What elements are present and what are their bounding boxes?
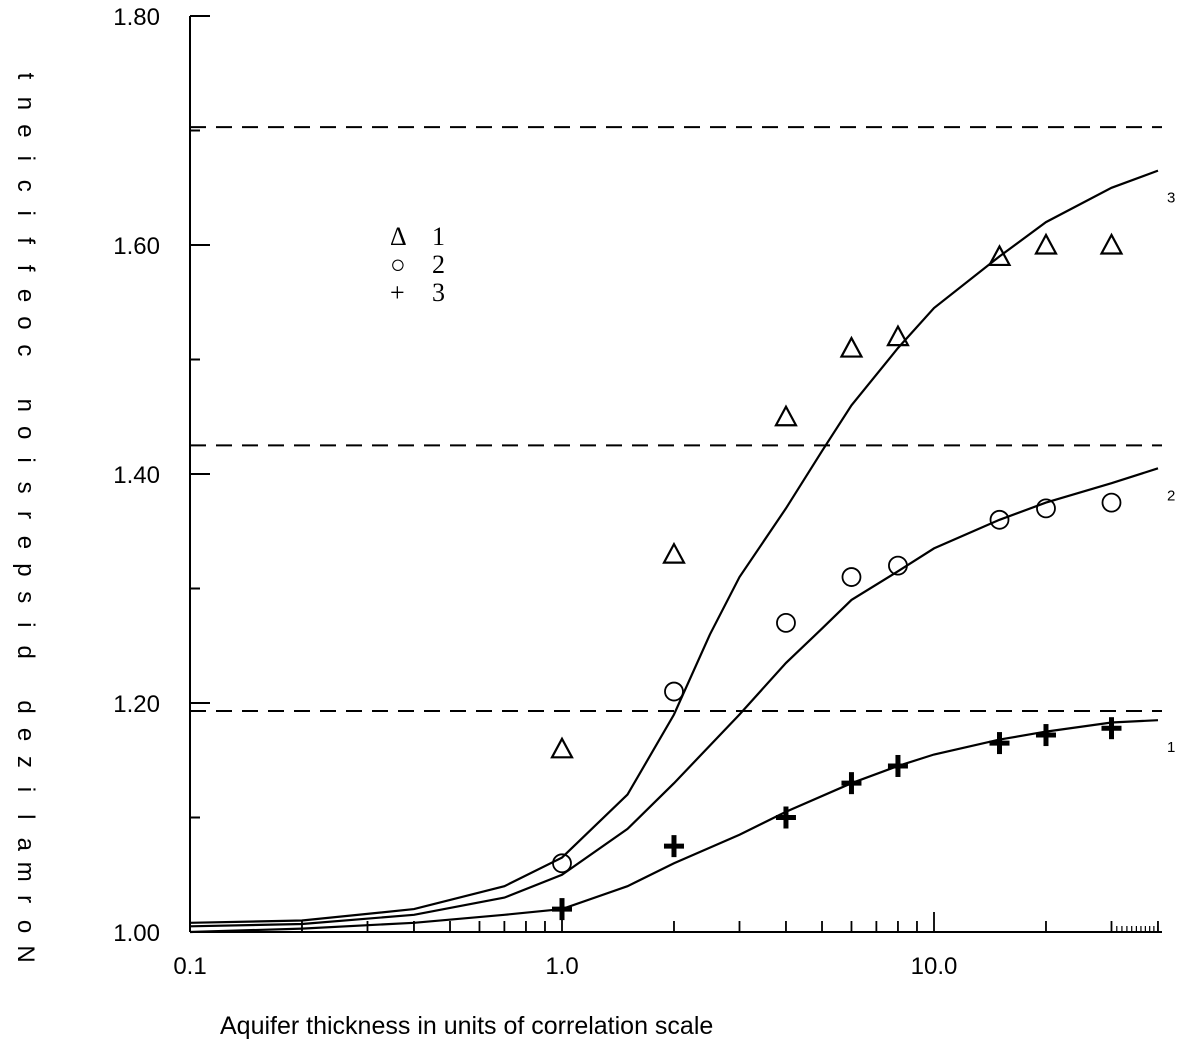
model-curve-3 [189,169,1159,924]
series-1 [550,232,1124,759]
y-axis-title-char: l [12,814,39,819]
triangle-marker [1099,232,1124,255]
triangle-marker [839,335,864,358]
curve-label-1: 1 [1167,739,1175,756]
circle-marker [888,555,908,576]
plus-marker [663,835,684,858]
y-axis-title-char: f [12,265,39,272]
triangle-marker [550,736,574,759]
y-axis-title-char: n [12,97,39,110]
circle-marker [989,509,1010,530]
y-axis-title-char: t [12,73,39,80]
series-2 [552,492,1122,874]
y-axis-title-char: i [12,457,39,462]
y-axis-title-char: n [12,399,39,412]
circle-marker [841,567,862,587]
x-tick-label: 10.0 [911,953,958,980]
y-axis-title-char: e [12,124,39,137]
y-axis-title-char: o [12,426,39,439]
circle-marker [776,612,796,633]
legend-label: 3 [432,278,445,307]
y-axis-title-char: o [12,316,39,329]
y-tick-label: 1.40 [113,462,160,489]
y-axis-title-char: i [12,211,39,216]
y-axis-title-char: i [12,622,39,627]
legend-marker: + [390,278,405,307]
circle-marker [664,681,684,702]
triangle-marker [662,541,686,564]
y-tick-label: 1.00 [113,920,160,947]
y-axis-title-char: i [12,787,39,792]
y-ticks: 1.00 1.20 1.40 1.60 1.80 [113,4,210,947]
triangle-marker [886,324,910,347]
x-tick-label: 0.1 [173,953,206,980]
legend: Δ 1 ○ 2 + 3 [390,222,445,307]
plus-marker [989,732,1010,755]
y-axis-title-char: N [12,945,39,962]
y-axis-title-char: c [12,344,39,356]
y-tick-label: 1.60 [113,233,160,260]
y-axis-title-char: e [12,289,39,302]
y-axis-title-char: o [12,920,39,933]
curve-labels: 3 2 1 [1167,190,1175,757]
plus-marker [887,754,908,777]
y-axis-title-char: s [12,591,39,603]
legend-marker: ○ [390,250,406,279]
legend-label: 1 [432,222,445,251]
y-axis-title-char: m [12,862,39,882]
x-axis-title: Aquifer thickness in units of correlatio… [220,1012,713,1040]
triangle-marker [1034,232,1058,255]
model-curve-1 [189,719,1159,934]
y-axis-title-char: e [12,728,39,741]
y-axis-title-char: e [12,536,39,549]
plus-marker [841,772,862,795]
y-axis-title-char: d [12,700,39,713]
y-axis-title-char: f [12,237,39,244]
plus-marker [775,806,796,829]
model-curves [189,169,1159,934]
y-axis-title-char: r [12,895,39,903]
y-axis-title-char: i [12,156,39,161]
data-markers [550,232,1124,921]
y-axis-title-char: p [12,563,39,576]
legend-marker: Δ [390,222,407,251]
y-axis-title-char: d [12,646,39,659]
curve-label-3: 3 [1167,190,1175,207]
model-curve-2 [189,467,1159,928]
circle-marker [1101,492,1122,513]
y-axis-title-char: z [12,756,39,768]
circle-marker [552,853,572,874]
triangle-marker [987,244,1012,267]
x-ticks: 0.1 1.0 10.0 [173,912,1159,980]
curve-label-2: 2 [1167,487,1175,504]
y-axis-title-char: c [12,180,39,192]
triangle-marker [774,404,798,427]
y-axis-title-char: r [12,511,39,519]
y-axis-title-char: s [12,482,39,494]
asymptote-lines [190,126,1162,713]
legend-label: 2 [432,250,445,279]
plus-marker [1101,717,1122,740]
x-tick-label: 1.0 [545,953,578,980]
circle-marker [1036,498,1056,519]
y-axis-title-char: a [12,838,39,852]
plus-marker [1035,724,1056,747]
axes [189,16,1162,933]
y-tick-label: 1.80 [113,4,160,31]
y-tick-label: 1.20 [113,691,160,718]
